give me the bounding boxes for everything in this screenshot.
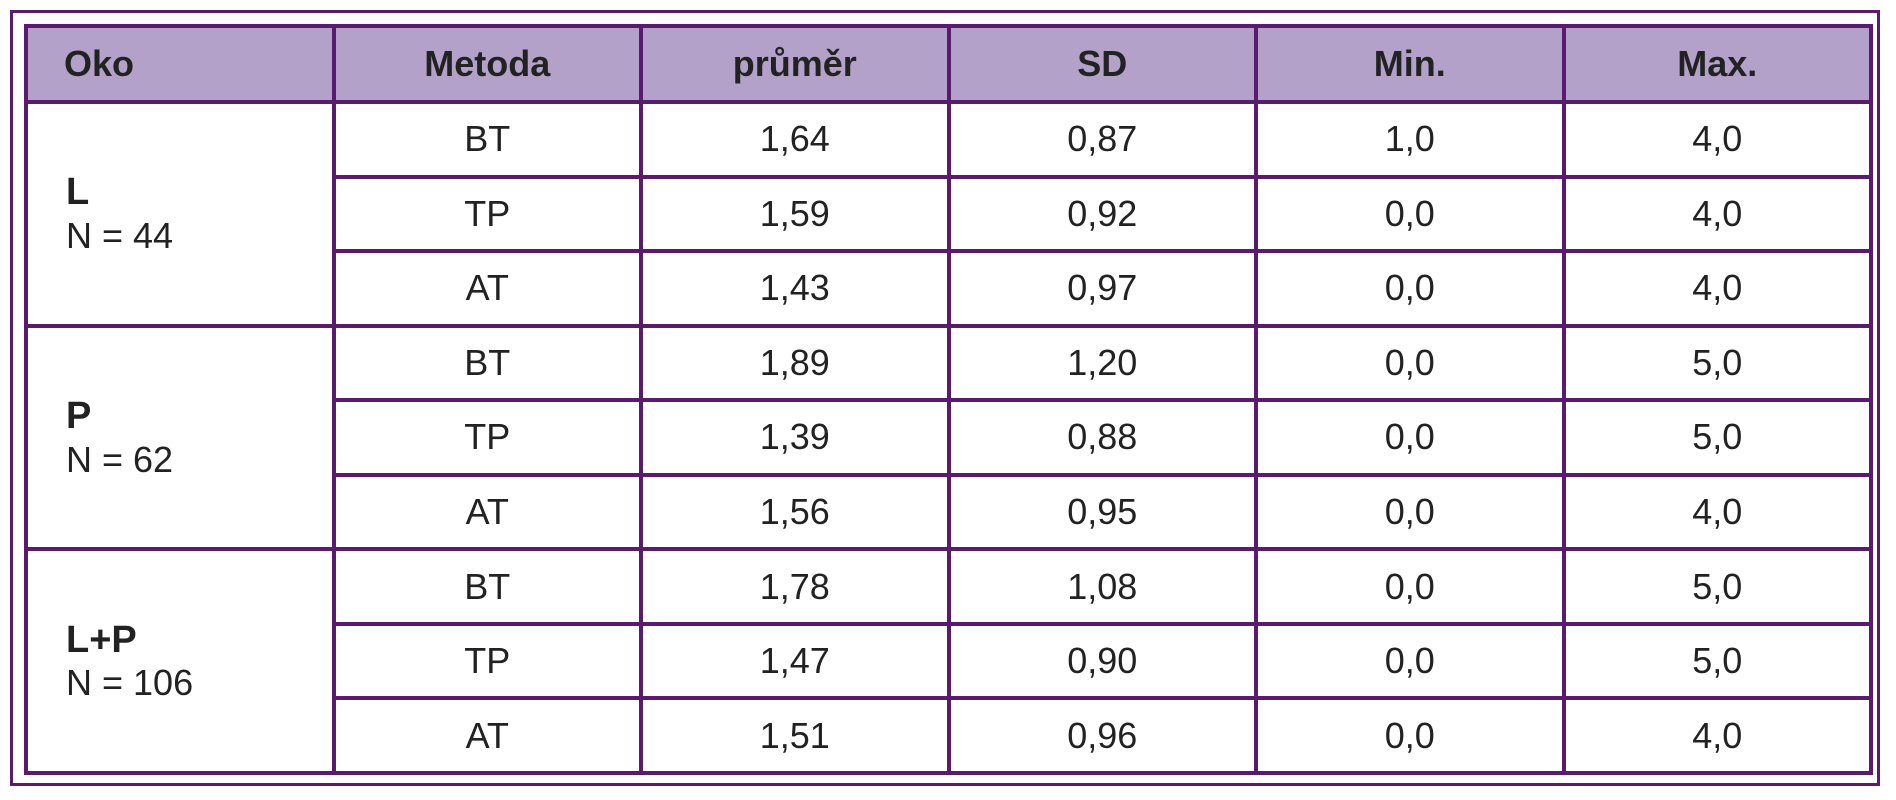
cell: 0,97 [946,249,1258,328]
header-cell: Min. [1254,24,1566,104]
cell: 5,0 [1561,547,1873,626]
header-cell: Oko [24,24,336,104]
header-row: Oko Metoda průměr SD Min. Max. [24,24,1873,104]
header-cell: Metoda [331,24,643,104]
frame [10,10,1880,786]
header-cell: SD [946,24,1258,104]
header-cell: Max. [1561,24,1873,104]
cell: 0,92 [946,174,1258,254]
cell: BT [331,323,643,403]
cell: TP [331,621,643,701]
cell: 5,0 [1561,323,1873,403]
eye-count: N = 106 [66,662,194,704]
cell: 1,0 [1254,100,1566,179]
cell: 1,89 [639,323,951,403]
row: AT 1,43 0,97 0,0 4,0 [26,249,1873,328]
eye-count: N = 62 [66,438,174,480]
cell: 4,0 [1561,174,1873,254]
cell: 1,64 [639,100,951,179]
row: TP 1,47 0,90 0,0 5,0 [26,621,1873,701]
row: AT 1,56 0,95 0,0 4,0 [26,472,1873,552]
header-cell: průměr [639,24,951,104]
cell: 0,0 [1254,547,1566,626]
cell: 1,08 [946,547,1258,626]
cell: 0,0 [1254,323,1566,403]
cell: 4,0 [1561,472,1873,552]
cell: 0,96 [946,696,1258,775]
cell: 1,43 [639,249,951,328]
cell: 0,95 [946,472,1258,552]
cell: 0,0 [1254,696,1566,775]
cell: 4,0 [1561,100,1873,179]
cell: 1,39 [639,398,951,477]
cell: BT [331,100,643,179]
eye-label: L+P [66,618,137,661]
cell: 1,51 [639,696,951,775]
row: TP 1,39 0,88 0,0 5,0 [26,398,1873,477]
cell: 5,0 [1561,621,1873,701]
cell: AT [331,696,643,775]
eye-cell: L+P N = 106 [24,547,336,775]
cell: 1,47 [639,621,951,701]
row: TP 1,59 0,92 0,0 4,0 [26,174,1873,254]
cell: 0,0 [1254,398,1566,477]
row: L+P N = 106 BT 1,78 1,08 0,0 5,0 [24,547,1873,775]
cell: 0,87 [946,100,1258,179]
cell: 1,59 [639,174,951,254]
cell: 0,88 [946,398,1258,477]
cell: AT [331,472,643,552]
cell: 0,0 [1254,621,1566,701]
cell: TP [331,398,643,477]
cell: 1,56 [639,472,951,552]
results-table: Oko Metoda průměr SD Min. Max. L N = 44 BT 1,64 0,… [24,24,1873,775]
row: AT 1,51 0,96 0,0 4,0 [26,696,1873,775]
cell: 1,78 [639,547,951,626]
eye-label: P [66,394,92,437]
cell: 1,20 [946,323,1258,403]
eye-count: N = 44 [66,214,174,256]
cell: 0,90 [946,621,1258,701]
cell: 0,0 [1254,472,1566,552]
cell: AT [331,249,643,328]
cell: 4,0 [1561,696,1873,775]
cell: 0,0 [1254,174,1566,254]
eye-label: L [66,171,90,214]
cell: 5,0 [1561,398,1873,477]
cell: TP [331,174,643,254]
cell: BT [331,547,643,626]
cell: 0,0 [1254,249,1566,328]
cell: 4,0 [1561,249,1873,328]
